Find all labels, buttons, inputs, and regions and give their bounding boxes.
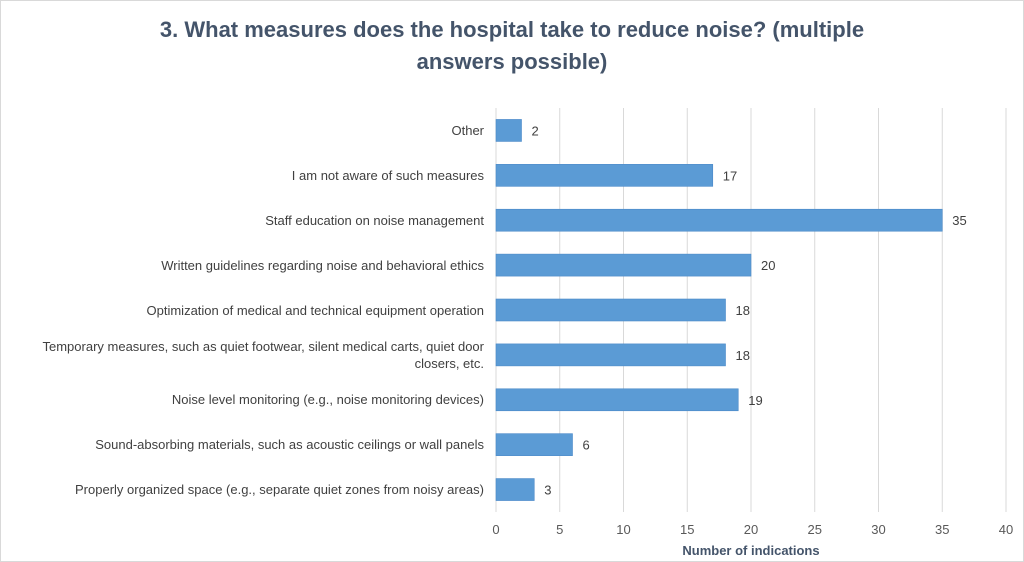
chart-title-line-1: 3. What measures does the hospital take …	[159, 17, 865, 42]
x-tick-label-40: 40	[998, 522, 1014, 537]
data-label-6: 19	[748, 393, 762, 408]
data-label-0: 2	[532, 123, 539, 138]
x-tick-label-15: 15	[680, 522, 695, 537]
data-label-4: 18	[736, 303, 750, 318]
x-tick-label-10: 10	[616, 522, 631, 537]
bar-1	[495, 164, 714, 187]
bar-7	[495, 433, 573, 456]
data-label-8: 3	[544, 483, 551, 498]
x-tick-label-35: 35	[935, 522, 950, 537]
bar-3	[495, 253, 752, 277]
bar-8	[495, 478, 535, 501]
bar-2	[495, 208, 943, 232]
data-label-5: 18	[736, 348, 750, 363]
bar-4	[495, 298, 726, 322]
chart-title: 3. What measures does the hospital take …	[0, 14, 1024, 78]
x-axis-title: Number of indications	[682, 543, 820, 558]
data-label-3: 20	[761, 258, 775, 273]
x-tick-label-30: 30	[871, 522, 886, 537]
data-label-1: 17	[723, 168, 737, 183]
y-category-label-1: I am not aware of such measures	[291, 167, 484, 183]
data-label-2: 35	[952, 213, 966, 228]
data-label-7: 6	[583, 438, 590, 453]
y-category-label-5: Temporary measures, such as quiet footwe…	[42, 338, 485, 371]
chart-title-line-2: answers possible)	[416, 49, 608, 74]
x-tick-label-5: 5	[556, 522, 564, 537]
x-tick-label-0: 0	[492, 522, 500, 537]
y-category-label-4: Optimization of medical and technical eq…	[146, 302, 484, 318]
bar-5	[495, 343, 726, 367]
y-category-label-8: Properly organized space (e.g., separate…	[75, 482, 484, 498]
y-category-label-0: Other	[451, 122, 484, 138]
x-tick-label-25: 25	[807, 522, 822, 537]
bar-0	[495, 119, 522, 142]
y-category-label-7: Sound-absorbing materials, such as acous…	[95, 437, 484, 453]
y-category-label-6: Noise level monitoring (e.g., noise moni…	[171, 392, 484, 408]
y-category-label-2: Staff education on noise management	[265, 212, 484, 228]
y-category-label-3: Written guidelines regarding noise and b…	[161, 257, 484, 273]
bar-6	[495, 388, 739, 412]
x-tick-label-20: 20	[743, 522, 759, 537]
